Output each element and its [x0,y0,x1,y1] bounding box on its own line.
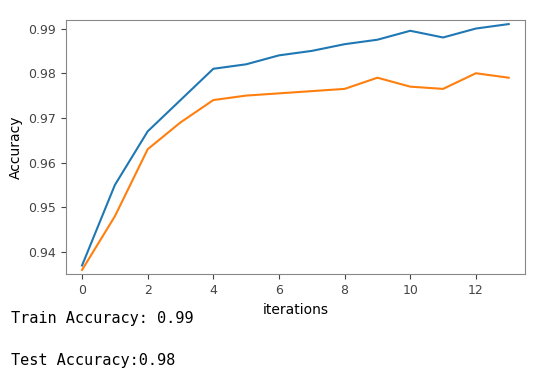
X-axis label: iterations: iterations [263,303,328,317]
Text: Train Accuracy: 0.99: Train Accuracy: 0.99 [11,311,194,327]
Text: Test Accuracy:0.98: Test Accuracy:0.98 [11,352,175,368]
Y-axis label: Accuracy: Accuracy [9,115,22,179]
